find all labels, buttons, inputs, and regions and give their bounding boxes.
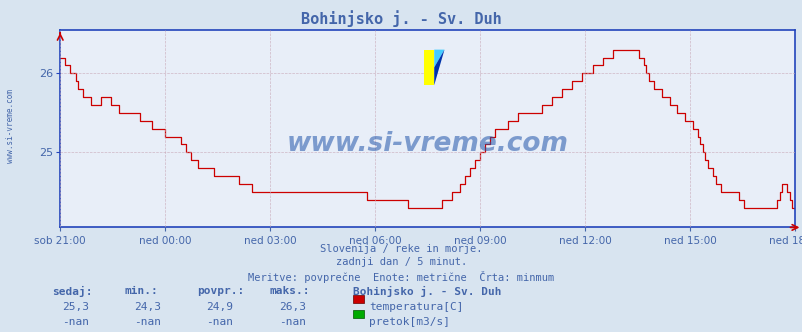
- Text: www.si-vreme.com: www.si-vreme.com: [6, 89, 15, 163]
- Polygon shape: [434, 50, 444, 85]
- Text: Slovenija / reke in morje.: Slovenija / reke in morje.: [320, 244, 482, 254]
- Text: Bohinjsko j. - Sv. Duh: Bohinjsko j. - Sv. Duh: [301, 10, 501, 27]
- Text: -nan: -nan: [278, 317, 306, 327]
- Text: 24,3: 24,3: [134, 302, 161, 312]
- Bar: [423, 50, 434, 85]
- Text: temperatura[C]: temperatura[C]: [369, 302, 464, 312]
- Text: www.si-vreme.com: www.si-vreme.com: [286, 131, 568, 157]
- Text: -nan: -nan: [206, 317, 233, 327]
- Text: min.:: min.:: [124, 286, 158, 295]
- Text: sedaj:: sedaj:: [52, 286, 92, 296]
- Text: Meritve: povprečne  Enote: metrične  Črta: minmum: Meritve: povprečne Enote: metrične Črta:…: [248, 271, 554, 283]
- Text: 24,9: 24,9: [206, 302, 233, 312]
- Text: Bohinjsko j. - Sv. Duh: Bohinjsko j. - Sv. Duh: [353, 286, 501, 296]
- Text: pretok[m3/s]: pretok[m3/s]: [369, 317, 450, 327]
- Text: zadnji dan / 5 minut.: zadnji dan / 5 minut.: [335, 257, 467, 267]
- Text: povpr.:: povpr.:: [196, 286, 244, 295]
- Text: 26,3: 26,3: [278, 302, 306, 312]
- Text: -nan: -nan: [62, 317, 89, 327]
- Text: 25,3: 25,3: [62, 302, 89, 312]
- Text: maks.:: maks.:: [269, 286, 309, 295]
- Polygon shape: [434, 50, 444, 67]
- Text: -nan: -nan: [134, 317, 161, 327]
